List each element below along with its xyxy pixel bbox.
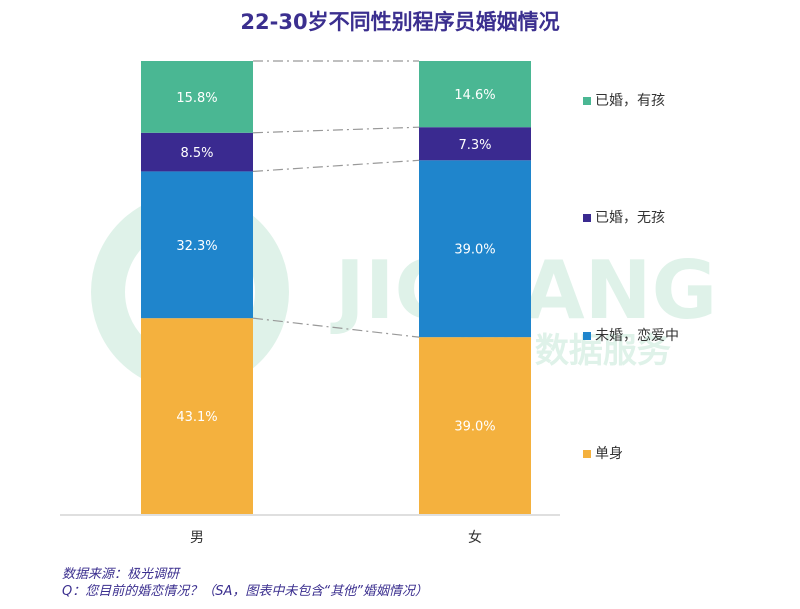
bar-segment [141,132,253,172]
bar-segment [419,337,531,514]
x-axis: 男女 [60,514,560,546]
data-label: 14.6% [454,88,495,103]
data-labels: 43.1% 32.3% 8.5% 15.8% 39.0% 39.0% 7.3% 14.6% [176,88,495,434]
bars-group [141,61,531,514]
legend-swatch [583,332,591,340]
bar-segment [419,160,531,338]
data-label: 8.5% [180,146,213,161]
legend-swatch [583,97,591,105]
legend-item: 单身 [583,446,623,462]
legend-label: 已婚，有孩 [595,93,665,109]
footer: 数据来源：极光调研 Q：您目前的婚恋情况？（SA，图表中未包含“其他”婚姻情况） [62,566,428,600]
bar-segment [141,318,253,514]
legend-swatch [583,214,591,222]
data-label: 43.1% [176,410,217,425]
chart-title: 22-30岁不同性别程序员婚姻情况 [240,10,560,34]
data-label: 7.3% [458,138,491,153]
connector-line [252,159,420,173]
legend-item: 未婚，恋爱中 [583,327,679,344]
x-tick-label: 男 [190,530,204,546]
data-label: 39.0% [454,243,495,258]
connector-line [252,126,420,134]
legend-label: 未婚，恋爱中 [595,327,679,344]
legend-item: 已婚，有孩 [583,93,665,109]
data-source: 数据来源：极光调研 [62,567,180,582]
data-label: 39.0% [454,420,495,435]
data-label: 15.8% [176,91,217,106]
survey-question: Q：您目前的婚恋情况？（SA，图表中未包含“其他”婚姻情况） [62,584,428,599]
bar-segment [141,171,253,319]
legend-label: 单身 [595,446,623,462]
bar-segment [419,61,531,128]
connector-line [252,317,420,338]
legend-swatch [583,450,591,458]
data-label: 32.3% [176,239,217,254]
legend-item: 已婚，无孩 [583,210,665,226]
bar-segment [141,61,253,133]
connector-lines [252,60,420,338]
legend-label: 已婚，无孩 [595,210,665,226]
bar-segment [419,127,531,161]
x-tick-label: 女 [468,529,482,546]
